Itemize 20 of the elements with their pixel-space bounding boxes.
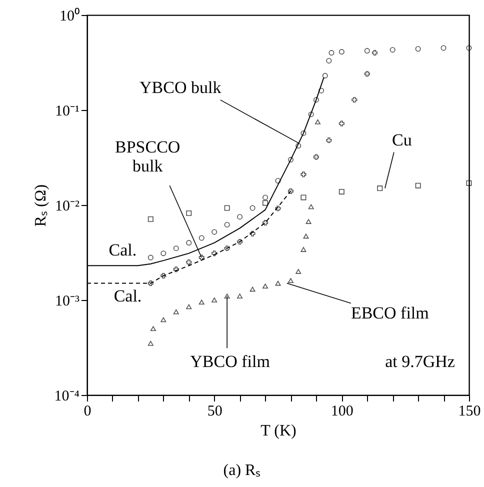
annotation: Cu — [392, 130, 412, 150]
text: (a) Rₛ — [223, 462, 261, 479]
y-tick-label: 10⁻³ — [55, 294, 80, 310]
annotation: Cal. — [108, 240, 137, 260]
y-tick-label: 10⁻² — [55, 198, 80, 214]
x-tick-label: 50 — [207, 404, 222, 420]
y-tick-label: 10⁻¹ — [55, 104, 80, 120]
annotation: at 9.7GHz — [385, 352, 456, 371]
y-tick-label: 10⁻⁴ — [54, 388, 80, 404]
x-tick-label: 0 — [84, 404, 92, 420]
annotation: YBCO film — [190, 352, 270, 372]
x-tick-label: 150 — [458, 404, 481, 420]
x-axis-title: T (K) — [260, 422, 296, 440]
y-tick-label: 10⁰ — [60, 8, 80, 24]
annotation: Cal. — [114, 286, 142, 306]
x-tick-label: 100 — [330, 404, 354, 420]
annotation: YBCO bulk — [140, 78, 222, 97]
annotation: EBCO film — [350, 303, 429, 322]
y-axis-title: Rₛ (Ω) — [32, 184, 50, 227]
annotation: BPSCCO bulk — [115, 138, 180, 176]
